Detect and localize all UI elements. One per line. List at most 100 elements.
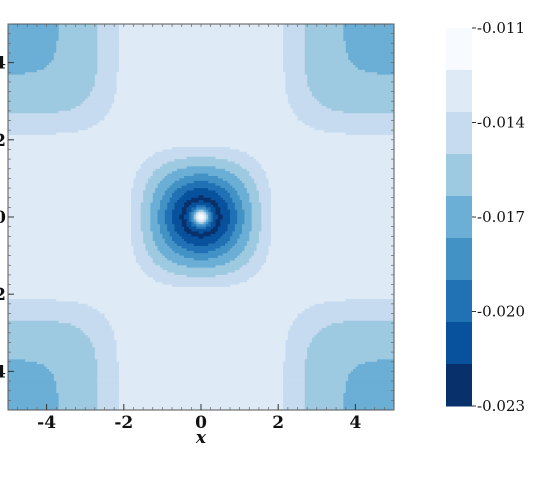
contour-band-cell bbox=[229, 219, 238, 223]
x-tick-label: -2 bbox=[114, 413, 133, 433]
contour-band-cell bbox=[118, 385, 284, 389]
contour-band-cell bbox=[152, 277, 250, 281]
contour-band-cell bbox=[133, 250, 149, 254]
contour-band-cell bbox=[191, 207, 197, 211]
contour-band-cell bbox=[343, 38, 394, 42]
contour-band-cell bbox=[8, 79, 96, 83]
contour-band-cell bbox=[232, 185, 246, 189]
contour-band-cell bbox=[345, 43, 394, 47]
contour-band-cell bbox=[8, 192, 132, 196]
contour-band-cell bbox=[152, 258, 168, 262]
contour-band-cell bbox=[251, 175, 267, 179]
contour-band-cell bbox=[8, 299, 57, 303]
contour-band-cell bbox=[220, 212, 231, 216]
contour-band-cell bbox=[225, 243, 236, 247]
contour-band-cell bbox=[70, 108, 110, 112]
contour-band-cell bbox=[261, 217, 272, 221]
contour-band-cell bbox=[283, 373, 306, 377]
contour-band-cell bbox=[181, 212, 188, 216]
x-tick-label: -4 bbox=[37, 413, 56, 433]
contour-band-cell bbox=[118, 57, 284, 61]
contour-band-cell bbox=[56, 40, 98, 44]
contour-band-cell bbox=[133, 185, 147, 189]
contour-band-cell bbox=[217, 192, 231, 196]
contour-band-cell bbox=[150, 229, 161, 233]
contour-band-cell bbox=[256, 183, 270, 187]
contour-band-cell bbox=[258, 161, 394, 165]
contour-band-cell bbox=[157, 185, 171, 189]
contour-band-cell bbox=[131, 226, 142, 230]
contour-band-cell bbox=[283, 60, 306, 64]
contour-band-cell bbox=[53, 52, 98, 56]
contour-band-cell bbox=[58, 38, 98, 42]
contour-band-cell bbox=[314, 335, 394, 339]
contour-band-cell bbox=[8, 253, 135, 257]
contour-band-cell bbox=[8, 93, 91, 97]
contour-band-cell bbox=[234, 204, 243, 208]
contour-band-cell bbox=[97, 48, 120, 52]
contour-band-cell bbox=[176, 243, 195, 247]
contour-band-cell bbox=[215, 248, 231, 252]
contour-band-cell bbox=[8, 130, 79, 134]
contour-band-cell bbox=[109, 320, 294, 324]
contour-band-cell bbox=[97, 393, 120, 397]
contour-band-cell bbox=[118, 378, 284, 382]
contour-band-cell bbox=[150, 221, 159, 225]
contour-band-cell bbox=[191, 219, 195, 223]
colorbar-tick-label: -0.014 bbox=[477, 114, 525, 132]
contour-band-cell bbox=[8, 388, 57, 392]
contour-band-cell bbox=[58, 402, 98, 406]
contour-band-cell bbox=[8, 183, 135, 187]
contour-band-cell bbox=[94, 79, 118, 83]
contour-band-cell bbox=[8, 185, 135, 189]
contour-band-cell bbox=[140, 163, 163, 167]
contour-band-cell bbox=[249, 200, 260, 204]
contour-band-cell bbox=[152, 260, 173, 264]
contour-band-cell bbox=[44, 364, 98, 368]
contour-band-cell bbox=[343, 400, 394, 404]
contour-band-cell bbox=[145, 159, 176, 163]
contour-band-cell bbox=[118, 361, 284, 365]
contour-band-cell bbox=[292, 323, 332, 327]
contour-band-cell bbox=[104, 313, 299, 317]
contour-band-cell bbox=[116, 340, 287, 344]
contour-band-cell bbox=[283, 400, 306, 404]
contour-band-cell bbox=[304, 388, 347, 392]
contour-band-cell bbox=[304, 383, 347, 387]
contour-band-cell bbox=[377, 359, 394, 363]
contour-band-cell bbox=[152, 233, 163, 237]
contour-band-cell bbox=[104, 115, 299, 119]
contour-band-cell bbox=[268, 185, 394, 189]
contour-band-cell bbox=[8, 284, 173, 288]
contour-band-cell bbox=[268, 183, 394, 187]
contour-band-cell bbox=[118, 364, 284, 368]
contour-band-cell bbox=[172, 214, 180, 218]
contour-band-cell bbox=[159, 200, 171, 204]
contour-band-cell bbox=[251, 202, 262, 206]
contour-band-cell bbox=[237, 217, 246, 221]
contour-band-cell bbox=[8, 221, 132, 225]
contour-band-cell bbox=[51, 60, 98, 64]
contour-band-cell bbox=[246, 188, 258, 192]
contour-band-cell bbox=[8, 89, 94, 93]
contour-band-cell bbox=[249, 238, 260, 242]
contour-band-cell bbox=[155, 243, 168, 247]
contour-band-cell bbox=[118, 36, 284, 40]
contour-band-cell bbox=[304, 36, 344, 40]
contour-band-cell bbox=[242, 250, 255, 254]
contour-band-cell bbox=[229, 214, 238, 218]
contour-band-cell bbox=[331, 323, 394, 327]
contour-band-cell bbox=[118, 397, 284, 401]
contour-band-cell bbox=[159, 231, 171, 235]
contour-band-cell bbox=[270, 202, 394, 206]
contour-band-cell bbox=[311, 337, 394, 341]
contour-band-cell bbox=[249, 258, 267, 262]
contour-band-cell bbox=[304, 407, 344, 410]
contour-band-cell bbox=[266, 175, 394, 179]
contour-band-cell bbox=[191, 224, 197, 228]
contour-band-cell bbox=[229, 260, 250, 264]
contour-band-cell bbox=[143, 190, 156, 194]
contour-band-cell bbox=[208, 258, 236, 262]
colorbar-tick-label: -0.011 bbox=[477, 19, 525, 37]
contour-band-cell bbox=[167, 207, 176, 211]
